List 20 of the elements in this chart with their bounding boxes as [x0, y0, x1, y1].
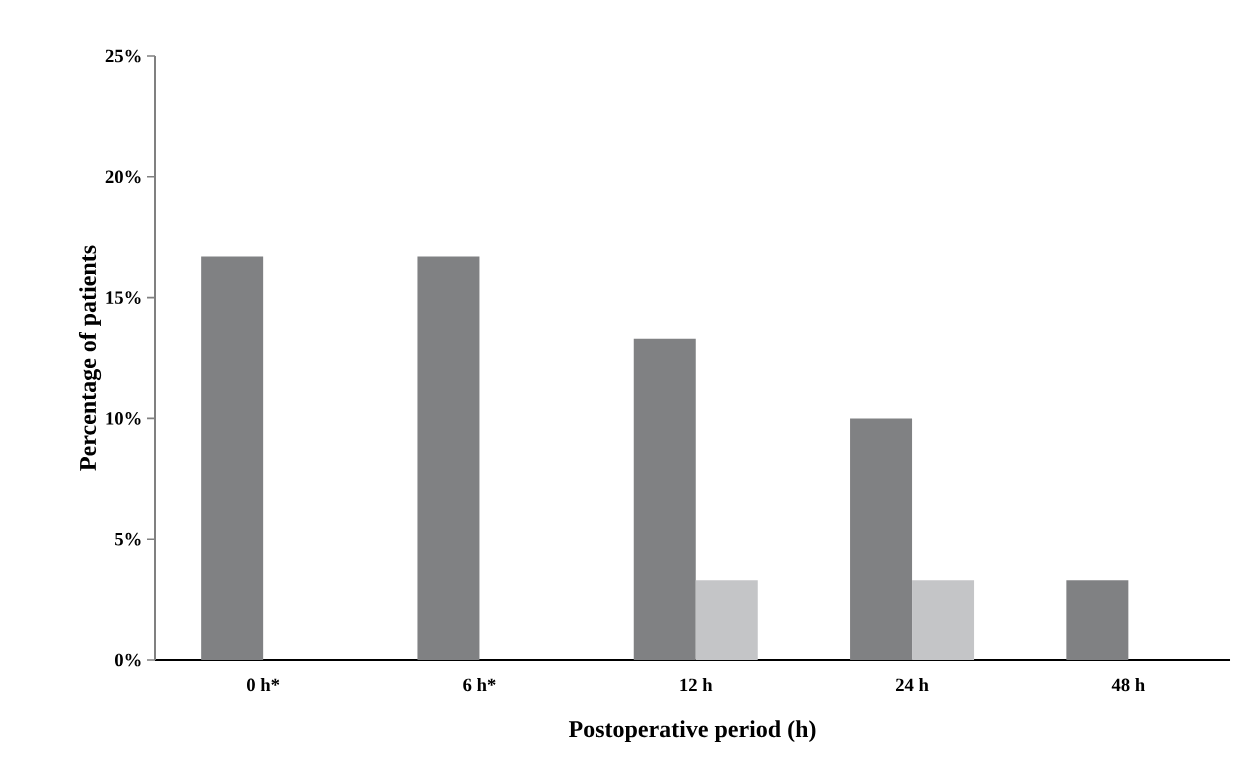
y-axis-title: Percentage of patients: [78, 245, 102, 471]
bar: [201, 256, 264, 660]
bar: [1066, 580, 1129, 660]
y-tick-label: 20%: [105, 170, 141, 184]
x-axis-title: Postoperative period (h): [568, 720, 816, 743]
x-tick-label: 0 h*: [247, 678, 280, 692]
x-tick-label: 24 h: [895, 678, 929, 691]
y-tick-label: 10%: [106, 412, 141, 425]
x-tick-label: 12 h: [680, 678, 713, 691]
bar: [417, 256, 480, 660]
bar: [633, 338, 696, 660]
y-tick-label: 25%: [105, 49, 141, 63]
y-tick-label: 15%: [106, 291, 141, 304]
x-tick-label: 48 h: [1111, 678, 1145, 692]
bar: [695, 580, 758, 660]
y-tick-label: 5%: [115, 532, 141, 546]
bar: [912, 580, 975, 660]
bar: [850, 418, 913, 660]
y-tick-label: 0%: [115, 653, 141, 667]
x-tick-label: 6 h*: [463, 678, 496, 692]
